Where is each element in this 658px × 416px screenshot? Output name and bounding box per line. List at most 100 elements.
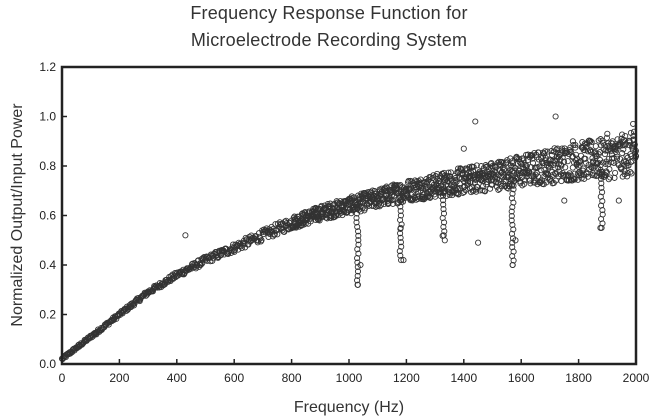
data-point <box>564 158 571 165</box>
data-point <box>389 196 396 203</box>
y-tick-label: 1.2 <box>39 60 56 74</box>
data-point <box>405 177 412 184</box>
x-tick-label: 2000 <box>623 371 650 385</box>
data-point <box>355 237 362 244</box>
data-point <box>571 176 578 183</box>
data-point <box>620 158 627 165</box>
data-point <box>618 166 625 173</box>
data-point <box>519 182 526 189</box>
data-point <box>619 131 626 138</box>
data-point <box>354 246 361 253</box>
data-point <box>475 239 482 246</box>
data-point <box>275 226 282 233</box>
data-point <box>590 165 597 172</box>
data-point <box>523 162 530 170</box>
data-point <box>582 141 589 148</box>
y-axis-ticks: 0.0 0.2 0.4 0.6 0.8 1.0 1.2 <box>39 60 67 371</box>
data-point <box>622 140 629 147</box>
data-point <box>354 223 361 230</box>
x-axis-ticks: 0 200 400 600 800 1000 1200 1400 1600 1800 2000 <box>59 359 650 385</box>
data-point <box>552 113 559 120</box>
data-point <box>455 190 462 197</box>
x-tick-label: 200 <box>109 371 129 385</box>
data-point <box>397 194 404 201</box>
data-point <box>447 169 454 176</box>
data-point <box>560 158 568 165</box>
data-point <box>341 209 348 216</box>
data-point <box>561 197 568 204</box>
data-point <box>606 166 613 173</box>
data-point <box>300 217 307 224</box>
data-point <box>440 232 447 239</box>
data-point <box>437 182 444 189</box>
data-point <box>397 216 404 224</box>
x-tick-label: 0 <box>59 371 66 385</box>
data-point <box>603 134 610 141</box>
data-point <box>619 150 626 157</box>
data-point <box>460 145 467 152</box>
data-point <box>440 206 447 213</box>
data-point <box>265 233 272 241</box>
data-point <box>562 164 569 171</box>
data-point <box>602 160 609 167</box>
data-point <box>397 212 404 219</box>
data-point <box>93 331 100 338</box>
data-point <box>495 176 502 183</box>
data-point <box>598 175 605 182</box>
data-point <box>430 172 437 179</box>
data-point <box>397 224 404 231</box>
data-point <box>406 185 413 192</box>
data-point <box>588 138 595 146</box>
data-point <box>509 261 516 269</box>
data-point <box>417 187 424 194</box>
data-point <box>231 244 238 251</box>
data-point <box>353 210 360 217</box>
data-point <box>574 176 581 183</box>
data-point <box>541 172 548 179</box>
data-point <box>604 130 611 137</box>
data-point <box>631 141 638 148</box>
data-point <box>353 214 360 222</box>
data-point <box>489 162 496 170</box>
data-point <box>508 212 515 220</box>
data-point <box>353 219 360 226</box>
data-point <box>536 163 543 170</box>
data-point <box>614 160 621 167</box>
data-point <box>599 211 606 218</box>
data-point <box>512 237 519 244</box>
x-tick-label: 800 <box>282 371 302 385</box>
data-point <box>258 237 265 244</box>
data-point <box>354 206 361 213</box>
data-point <box>440 197 447 204</box>
data-point <box>473 162 480 169</box>
data-point <box>469 188 477 195</box>
data-point <box>424 194 431 201</box>
data-point <box>397 203 404 210</box>
data-point <box>541 150 548 157</box>
data-point <box>145 289 152 296</box>
y-tick-label: 0.6 <box>39 209 56 223</box>
data-point <box>560 172 568 179</box>
data-point <box>577 158 584 165</box>
data-point <box>282 222 289 229</box>
chart-title-line-1: Frequency Response Function for <box>190 3 468 23</box>
data-point <box>553 146 560 153</box>
data-point <box>248 237 255 244</box>
x-axis-label: Frequency (Hz) <box>294 399 404 416</box>
data-point <box>279 227 286 234</box>
y-tick-label: 0.0 <box>39 357 56 371</box>
data-point <box>627 168 634 176</box>
data-point <box>354 268 362 275</box>
data-point <box>440 223 447 230</box>
data-point <box>508 177 515 184</box>
data-point <box>477 169 484 177</box>
y-tick-label: 1.0 <box>39 110 56 124</box>
data-point <box>508 217 515 224</box>
data-point <box>604 147 611 154</box>
data-point <box>576 162 583 169</box>
x-tick-label: 1800 <box>565 371 592 385</box>
data-point <box>196 261 203 269</box>
x-tick-label: 400 <box>167 371 187 385</box>
data-point <box>581 155 588 162</box>
data-point <box>508 230 516 237</box>
